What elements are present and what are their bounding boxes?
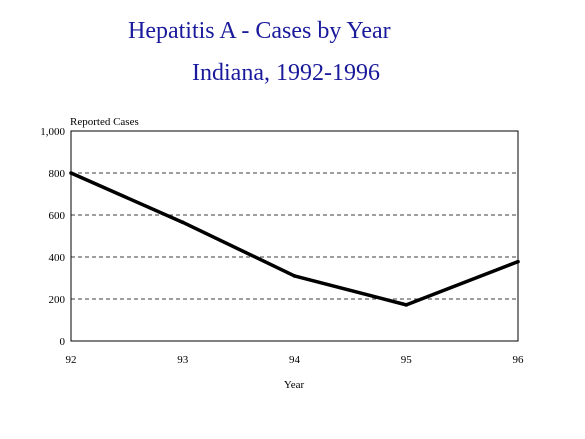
y-axis-label: Reported Cases	[70, 116, 139, 128]
plot-area	[70, 130, 519, 342]
y-tick-label: 800	[49, 168, 66, 180]
x-tick-label: 93	[177, 354, 189, 366]
series-line	[70, 171, 519, 307]
x-tick-label: 95	[401, 354, 413, 366]
x-axis-ticks: 92 93 94 95 96	[66, 354, 525, 366]
x-tick-label: 94	[289, 354, 301, 366]
y-axis-ticks: 0 200 400 600 800 1,000	[40, 126, 65, 348]
chart-subtitle: Indiana, 1992-1996	[192, 60, 380, 86]
y-tick-label: 200	[49, 294, 66, 306]
data-series	[69, 171, 520, 307]
y-tick-label: 1,000	[40, 126, 65, 138]
data-point	[404, 303, 409, 307]
chart-title: Hepatitis A - Cases by Year	[128, 18, 391, 44]
x-axis-label: Year	[284, 379, 305, 391]
data-point	[292, 274, 297, 278]
y-tick-label: 600	[49, 210, 66, 222]
data-point	[69, 171, 73, 175]
x-tick-label: 92	[66, 354, 77, 366]
gridlines	[71, 172, 518, 300]
y-tick-label: 0	[60, 336, 66, 348]
data-point	[180, 220, 185, 225]
y-tick-label: 400	[49, 252, 66, 264]
data-point	[516, 259, 520, 264]
x-tick-label: 96	[513, 354, 525, 366]
